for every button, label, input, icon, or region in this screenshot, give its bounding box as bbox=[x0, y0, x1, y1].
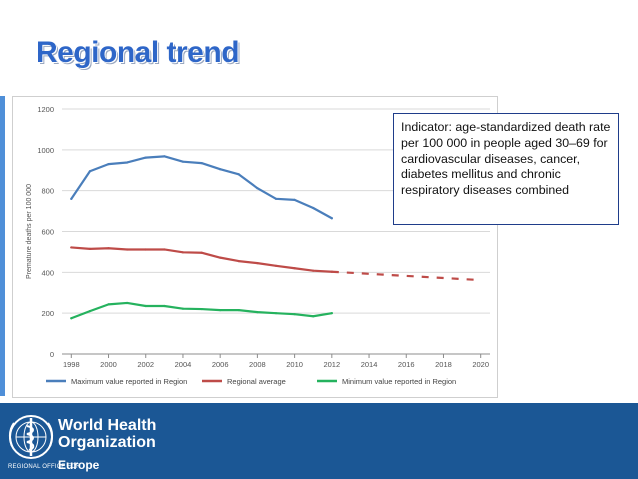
legend-label-2: Minimum value reported in Region bbox=[342, 377, 456, 386]
data-point bbox=[293, 313, 296, 316]
axis-layer: 0 200 400 600 800 1000 1200 1998 2000 2002 2004 200… bbox=[26, 105, 489, 369]
y-tick-label: 200 bbox=[41, 309, 54, 318]
data-point bbox=[312, 206, 315, 210]
data-point bbox=[237, 173, 240, 176]
x-tick-label: 2016 bbox=[398, 360, 415, 369]
data-point bbox=[88, 170, 92, 173]
legend-label-0: Maximum value reported in Region bbox=[71, 377, 187, 386]
data-point bbox=[163, 304, 166, 308]
data-point bbox=[274, 264, 278, 267]
data-point bbox=[70, 317, 73, 320]
data-point bbox=[256, 262, 259, 265]
data-point bbox=[70, 246, 73, 249]
y-axis-label: Premature deaths per 100 000 bbox=[26, 184, 33, 279]
legend-label-1: Regional average bbox=[227, 377, 286, 386]
data-point bbox=[293, 267, 296, 270]
data-point bbox=[181, 307, 185, 310]
legend-layer: Maximum value reported in Region Regional… bbox=[46, 377, 456, 386]
data-point bbox=[312, 315, 315, 318]
data-point bbox=[126, 248, 129, 251]
data-point bbox=[293, 198, 296, 201]
x-tick-label: 2000 bbox=[100, 360, 117, 369]
data-point bbox=[144, 248, 147, 251]
x-tick-label: 2008 bbox=[249, 360, 266, 369]
series-line-1 bbox=[70, 246, 333, 273]
data-point bbox=[70, 197, 73, 200]
y-tick-label: 0 bbox=[50, 350, 54, 359]
data-point bbox=[330, 217, 333, 220]
data-point bbox=[312, 269, 315, 272]
projection-line bbox=[331, 270, 481, 282]
who-name-line2: Organization bbox=[58, 434, 156, 451]
x-tick-label: 2006 bbox=[212, 360, 229, 369]
data-point bbox=[256, 311, 259, 314]
data-point bbox=[126, 301, 129, 305]
data-point bbox=[256, 187, 259, 190]
who-name: World Health Organization bbox=[58, 417, 156, 451]
chart: 0 200 400 600 800 1000 1200 1998 2000 2002 2004 200… bbox=[26, 105, 490, 386]
data-point bbox=[200, 307, 203, 311]
x-tick-label: 2010 bbox=[286, 360, 303, 369]
series-line-2 bbox=[70, 301, 333, 320]
data-point bbox=[237, 309, 240, 312]
data-point bbox=[219, 256, 222, 259]
series-line-0 bbox=[70, 155, 333, 220]
data-point bbox=[200, 251, 203, 254]
who-name-line1: World Health bbox=[58, 417, 157, 434]
who-region-label: Europe bbox=[58, 458, 100, 472]
y-tick-label: 1000 bbox=[37, 146, 54, 155]
who-office-label: REGIONAL OFFICE FOR bbox=[8, 464, 81, 470]
x-tick-label: 1998 bbox=[63, 360, 80, 369]
data-point bbox=[330, 312, 333, 315]
x-tick-label: 2014 bbox=[361, 360, 378, 369]
data-point bbox=[144, 156, 147, 159]
data-point bbox=[163, 155, 166, 158]
series-layer bbox=[70, 155, 481, 320]
data-point bbox=[219, 309, 222, 312]
slide-accent-bar bbox=[0, 96, 5, 396]
data-point bbox=[219, 168, 222, 171]
data-point bbox=[181, 251, 185, 254]
data-point bbox=[144, 304, 147, 308]
data-point bbox=[163, 248, 166, 251]
data-point bbox=[107, 303, 110, 306]
y-tick-label: 400 bbox=[41, 268, 54, 277]
slide-title: Regional trend bbox=[36, 36, 240, 69]
y-tick-label: 1200 bbox=[37, 105, 54, 114]
x-tick-label: 2018 bbox=[435, 360, 452, 369]
data-point bbox=[107, 247, 110, 250]
x-tick-label: 2020 bbox=[472, 360, 489, 369]
data-point bbox=[181, 160, 185, 163]
data-point bbox=[126, 161, 129, 164]
x-tick-label: 2004 bbox=[175, 360, 192, 369]
who-emblem-icon bbox=[8, 415, 54, 459]
footer-band bbox=[0, 403, 638, 479]
data-point bbox=[107, 163, 110, 166]
y-tick-label: 800 bbox=[41, 187, 54, 196]
data-point bbox=[200, 162, 203, 165]
data-point bbox=[88, 247, 92, 250]
data-point bbox=[237, 260, 240, 263]
data-point bbox=[274, 312, 278, 315]
x-tick-label: 2002 bbox=[137, 360, 154, 369]
data-point bbox=[274, 197, 278, 200]
y-tick-label: 600 bbox=[41, 228, 54, 237]
indicator-note: Indicator: age-standardized death rate p… bbox=[393, 113, 619, 225]
data-point bbox=[88, 310, 92, 313]
x-tick-label: 2012 bbox=[323, 360, 340, 369]
